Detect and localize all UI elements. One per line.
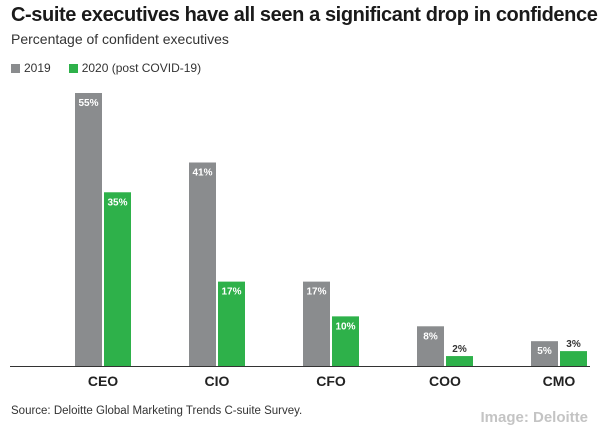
- data-label-cfo-2020: 10%: [335, 321, 355, 332]
- chart-subtitle: Percentage of confident executives: [11, 31, 229, 47]
- chart-legend: 2019 2020 (post COVID-19): [11, 61, 219, 75]
- bar-cfo-2020: [332, 316, 359, 366]
- x-tick-label-cio: CIO: [205, 373, 230, 389]
- bar-cio-2020: [218, 281, 245, 366]
- bar-cmo-2019: [531, 341, 558, 366]
- legend-label-2020: 2020 (post COVID-19): [81, 61, 202, 75]
- bar-cio-2019: [189, 162, 216, 366]
- legend-item-2020: 2020 (post COVID-19): [68, 61, 202, 75]
- data-label-cmo-2020: 3%: [566, 339, 581, 350]
- bar-coo-2020: [446, 356, 473, 366]
- data-label-cio-2019: 41%: [192, 167, 212, 178]
- x-tick-label-cmo: CMO: [543, 373, 576, 389]
- x-tick-label-cfo: CFO: [316, 373, 346, 389]
- bar-cfo-2019: [303, 281, 330, 366]
- x-tick-label-coo: COO: [429, 373, 461, 389]
- bar-ceo-2020: [104, 192, 131, 366]
- legend-swatch-2019: [11, 63, 20, 73]
- chart-title: C-suite executives have all seen a signi…: [11, 4, 598, 26]
- image-credit: Image: Deloitte: [480, 409, 588, 426]
- data-label-coo-2019: 8%: [423, 331, 438, 342]
- data-label-ceo-2019: 55%: [78, 98, 98, 109]
- data-label-ceo-2020: 35%: [107, 197, 127, 208]
- source-note: Source: Deloitte Global Marketing Trends…: [11, 405, 303, 417]
- legend-label-2019: 2019: [24, 61, 51, 75]
- bar-coo-2019: [417, 326, 444, 366]
- data-label-cio-2020: 17%: [221, 287, 241, 298]
- bar-ceo-2019: [75, 93, 102, 366]
- bar-cmo-2020: [560, 351, 587, 366]
- data-label-cmo-2019: 5%: [537, 346, 552, 357]
- data-label-coo-2020: 2%: [452, 344, 467, 355]
- bar-chart: 55% 35% CEO 41% 17% CIO 17% 10% CFO 8% 2% COO 5% 3% CM…: [10, 93, 590, 389]
- legend-item-2019: 2019: [11, 61, 51, 75]
- x-tick-label-ceo: CEO: [88, 373, 118, 389]
- legend-swatch-2020: [68, 63, 78, 73]
- data-label-cfo-2019: 17%: [306, 287, 326, 298]
